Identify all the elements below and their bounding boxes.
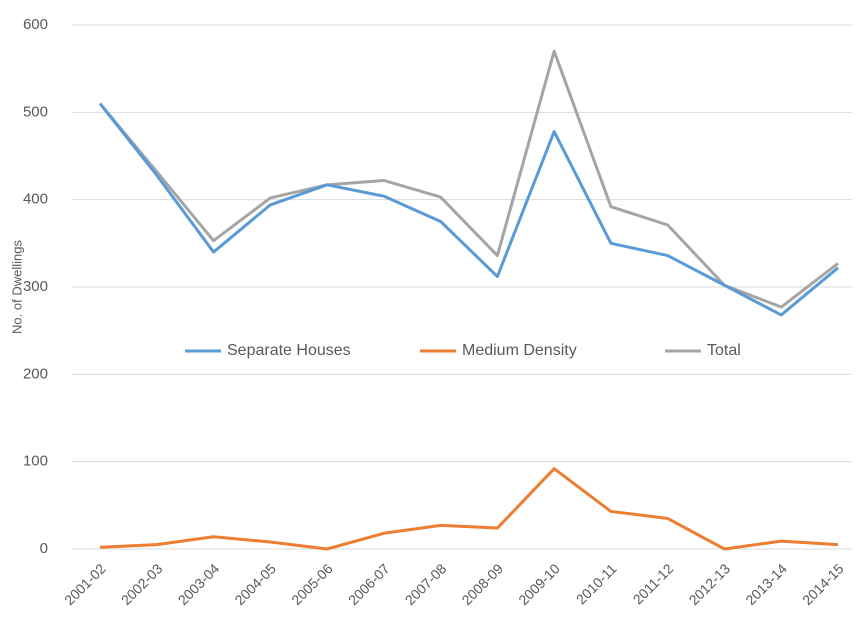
x-tick-label: 2011-12	[630, 560, 677, 607]
x-tick-label: 2002-03	[118, 560, 166, 608]
x-tick-label: 2001-02	[61, 560, 109, 608]
y-tick-label: 200	[23, 365, 48, 382]
x-tick-label: 2012-13	[686, 560, 734, 608]
x-tick-label: 2009-10	[515, 560, 563, 608]
series-line	[99, 467, 839, 551]
series-line	[98, 102, 839, 317]
legend-label: Medium Density	[462, 342, 577, 359]
y-tick-label: 600	[23, 16, 48, 33]
legend-label: Separate Houses	[227, 342, 351, 359]
y-tick-label: 400	[23, 191, 48, 208]
x-tick-label: 2008-09	[458, 560, 506, 608]
series-line	[98, 49, 839, 309]
x-tick-label: 2010-11	[573, 560, 620, 607]
x-tick-label: 2007-08	[402, 560, 450, 608]
y-tick-label: 300	[23, 278, 48, 295]
legend-label: Total	[707, 342, 741, 359]
y-tick-label: 100	[23, 453, 48, 470]
x-tick-label: 2004-05	[231, 560, 279, 608]
x-tick-label: 2013-14	[742, 560, 790, 608]
y-axis-label: No. of Dwellings	[9, 240, 24, 334]
x-tick-label: 2006-07	[345, 560, 393, 608]
x-tick-label: 2014-15	[799, 560, 847, 608]
y-tick-label: 0	[40, 540, 48, 557]
x-tick-label: 2005-06	[288, 560, 336, 608]
x-tick-label: 2003-04	[175, 560, 223, 608]
y-tick-label: 500	[23, 103, 48, 120]
